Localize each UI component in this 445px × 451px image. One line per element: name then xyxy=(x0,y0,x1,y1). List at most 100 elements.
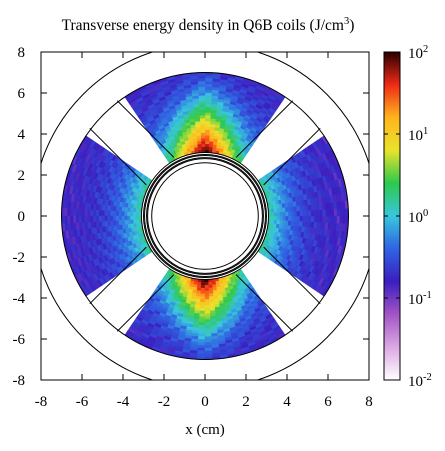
heat-cell xyxy=(285,215,289,221)
heat-cell xyxy=(81,209,85,217)
y-tick-label: 2 xyxy=(18,168,26,184)
heat-cell xyxy=(72,208,77,217)
heat-cell xyxy=(330,215,335,224)
x-tick-label: -8 xyxy=(35,394,48,410)
heat-cell xyxy=(89,215,94,223)
heat-cell xyxy=(101,215,105,222)
heat-cell xyxy=(204,117,211,122)
y-tick-label: -2 xyxy=(13,250,26,266)
heat-cell xyxy=(204,123,211,128)
heat-cell xyxy=(316,215,321,223)
wedge-edge xyxy=(116,274,175,332)
heat-cell xyxy=(299,215,304,222)
heat-cell xyxy=(204,330,212,335)
heat-cell xyxy=(197,146,202,151)
heat-cell xyxy=(197,353,206,357)
chart-title-main: Transverse energy density in Q6B coils (… xyxy=(62,17,344,34)
x-tick-label: 2 xyxy=(242,394,250,410)
heat-cell xyxy=(276,219,281,225)
heat-cell xyxy=(273,219,278,224)
wedge-edge xyxy=(116,100,175,158)
heat-cell xyxy=(204,80,213,85)
heat-cell xyxy=(288,215,292,221)
heat-cell xyxy=(132,219,137,224)
heat-cell xyxy=(270,219,275,224)
heat-cell xyxy=(204,302,211,306)
heat-cell xyxy=(208,146,213,151)
heat-cell xyxy=(124,215,128,221)
heat-cell xyxy=(204,350,213,354)
heatmap-layer xyxy=(61,72,349,360)
heat-cell xyxy=(101,210,105,217)
heat-cell xyxy=(204,304,211,309)
heat-cell xyxy=(92,209,97,217)
y-tick-label: -8 xyxy=(13,373,26,389)
heat-cell xyxy=(115,215,119,222)
heat-cell xyxy=(198,103,206,108)
y-tick-label: 8 xyxy=(18,45,26,61)
x-tick-label: 8 xyxy=(365,394,373,410)
heat-cell xyxy=(132,208,137,213)
heat-cell xyxy=(333,215,338,224)
heat-cell xyxy=(288,211,292,217)
heat-cell xyxy=(322,209,326,217)
colorbar-label: 101 xyxy=(408,126,428,144)
heat-cell xyxy=(328,208,332,217)
heat-cell xyxy=(285,211,289,217)
heat-cell xyxy=(204,100,212,105)
heat-cell xyxy=(135,212,139,217)
heat-cell xyxy=(291,210,295,217)
heat-cell xyxy=(197,347,206,352)
y-tick-label: -6 xyxy=(13,332,26,348)
heat-cell xyxy=(199,319,206,323)
heat-cell xyxy=(197,75,206,79)
heat-cell xyxy=(127,207,131,213)
heat-cell xyxy=(204,284,210,289)
heat-cell xyxy=(204,115,211,119)
heat-cell xyxy=(199,120,206,125)
heat-cell xyxy=(273,208,278,213)
heat-cell xyxy=(198,324,206,329)
heat-cell xyxy=(282,211,286,217)
heat-cell xyxy=(208,284,213,289)
heat-cell xyxy=(308,215,312,222)
wedge-edge xyxy=(263,246,321,305)
heat-cell xyxy=(313,209,318,217)
heat-cell xyxy=(330,208,335,217)
heat-cell xyxy=(291,215,295,222)
heat-cell xyxy=(197,89,206,93)
heat-cell xyxy=(311,209,315,217)
heat-cell xyxy=(84,209,88,217)
heat-cell xyxy=(204,106,212,110)
heat-cell xyxy=(204,339,213,343)
heat-cell xyxy=(342,215,346,224)
heat-cell xyxy=(126,215,131,221)
heat-cell xyxy=(336,208,341,217)
heat-cell xyxy=(204,78,213,82)
heat-cell xyxy=(204,97,212,102)
heat-cell xyxy=(308,210,312,217)
heat-cell xyxy=(126,211,131,217)
heat-cell xyxy=(273,211,278,217)
heat-cell xyxy=(204,333,212,337)
y-tick-labels: 8 6 4 2 0 -2 -4 -6 -8 xyxy=(13,45,26,389)
heat-cell xyxy=(322,215,326,223)
heat-cell xyxy=(204,120,211,125)
heat-cell xyxy=(204,347,213,352)
heat-cell xyxy=(196,287,202,292)
heat-cell xyxy=(208,287,214,292)
heat-cell xyxy=(200,135,206,139)
heat-cell xyxy=(121,211,125,217)
heat-cell xyxy=(199,123,206,128)
heat-cell xyxy=(197,83,206,88)
colorbar-tick-labels: 102 101 100 10-1 10-2 xyxy=(408,44,432,390)
heat-cell xyxy=(129,215,134,221)
heat-cell xyxy=(200,137,206,142)
y-tick-label: 4 xyxy=(18,127,26,143)
heat-cell xyxy=(204,89,213,93)
heat-cell xyxy=(67,215,71,224)
wedge-edge xyxy=(263,127,321,186)
heat-cell xyxy=(336,215,341,224)
y-tick-label: 6 xyxy=(18,86,26,102)
